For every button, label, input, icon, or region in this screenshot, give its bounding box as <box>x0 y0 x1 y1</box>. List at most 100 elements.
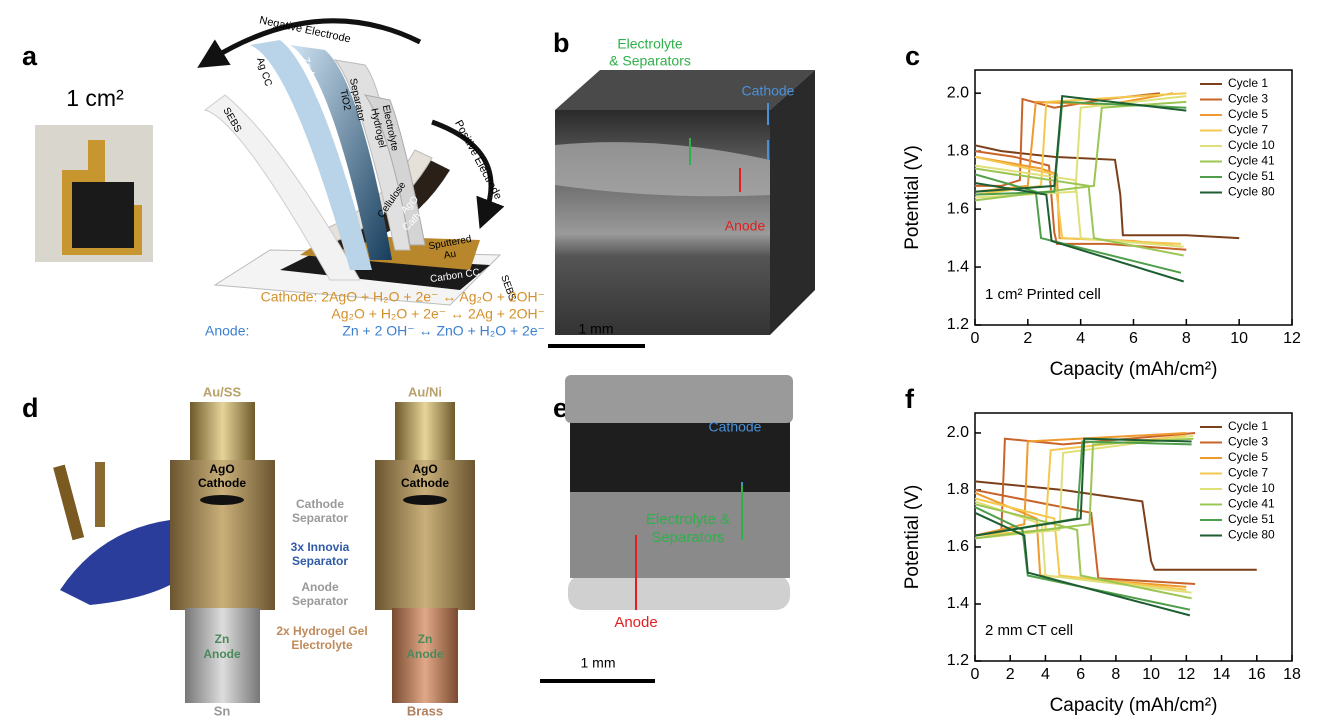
x-tick-label: 4 <box>1041 666 1050 683</box>
y-tick-label: 1.4 <box>947 258 969 275</box>
label: Electrolyte & <box>646 511 730 528</box>
area-label: 1 cm² <box>66 85 124 111</box>
panel-label: d <box>22 393 39 423</box>
block-side <box>770 70 815 335</box>
y-tick-label: 2.0 <box>947 424 969 441</box>
annotation: 2 mm CT cell <box>985 622 1073 639</box>
label: Anode <box>725 218 766 234</box>
label: Au/Ni <box>408 384 442 399</box>
legend-label: Cycle 41 <box>1228 497 1275 511</box>
label: Anode <box>614 614 657 631</box>
label: AgO <box>209 462 234 476</box>
label: 2x Hydrogel Gel <box>276 624 367 638</box>
layer <box>568 575 790 610</box>
legend-label: Cycle 80 <box>1228 528 1275 542</box>
label: Cathode <box>296 497 344 511</box>
label: Separator <box>292 554 348 568</box>
figure: a 1 cm² Negative Electrode Positive Elec… <box>0 0 1326 720</box>
y-tick-label: 2.0 <box>947 84 969 101</box>
x-tick-label: 0 <box>971 666 980 683</box>
disc <box>403 495 447 505</box>
panel-a: a 1 cm² Negative Electrode Positive Elec… <box>22 14 545 338</box>
series-line <box>975 96 1186 247</box>
x-tick-label: 6 <box>1129 330 1138 347</box>
x-tick-label: 12 <box>1177 666 1195 683</box>
x-tick-label: 10 <box>1142 666 1160 683</box>
panel-e: e Cathode Electrolyte & Separators Anode… <box>540 375 793 681</box>
y-tick-label: 1.4 <box>947 595 969 612</box>
y-tick-label: 1.8 <box>947 142 969 159</box>
disc <box>200 495 244 505</box>
x-axis-label: Capacity (mAh/cm²) <box>1050 359 1218 380</box>
legend-label: Cycle 7 <box>1228 123 1268 137</box>
panel-label: c <box>905 41 920 71</box>
y-tick-label: 1.8 <box>947 481 969 498</box>
label: Zn <box>215 632 230 646</box>
equation: Cathode: 2AgO + H₂O + 2e⁻ ↔ Ag₂O + 2OH⁻ <box>261 289 545 305</box>
label: Sn <box>214 703 231 718</box>
x-tick-label: 0 <box>971 330 980 347</box>
series-line <box>975 439 1193 599</box>
x-tick-label: 12 <box>1283 330 1301 347</box>
label: & Separators <box>609 53 691 69</box>
y-tick-label: 1.2 <box>947 316 969 333</box>
label: Electrolyte <box>291 638 353 652</box>
cylinder <box>395 402 455 462</box>
x-axis-label: Capacity (mAh/cm²) <box>1050 695 1218 716</box>
legend-label: Cycle 80 <box>1228 185 1275 199</box>
cell-photo <box>53 465 84 541</box>
y-tick-label: 1.6 <box>947 200 969 217</box>
cell-photo <box>95 462 105 527</box>
label: Separator <box>292 594 348 608</box>
label: Anode <box>406 647 444 661</box>
panel-label: a <box>22 41 38 71</box>
cylinder <box>190 402 255 462</box>
equation: Zn + 2 OH⁻ ↔ ZnO + H₂O + 2e⁻ <box>342 323 545 339</box>
label: 3x Innovia <box>291 540 350 554</box>
equation-label: Anode: <box>205 323 249 339</box>
label: Anode <box>301 580 339 594</box>
legend-label: Cycle 10 <box>1228 138 1275 152</box>
legend-label: Cycle 51 <box>1228 512 1275 526</box>
x-tick-label: 8 <box>1182 330 1191 347</box>
label: Zn <box>418 632 433 646</box>
y-axis-label: Potential (V) <box>902 145 923 250</box>
arrow-label: Positive Electrode <box>452 118 504 201</box>
label: Au/SS <box>203 384 242 399</box>
legend-label: Cycle 7 <box>1228 466 1268 480</box>
annotation: 1 cm² Printed cell <box>985 286 1101 303</box>
legend-label: Cycle 51 <box>1228 169 1275 183</box>
legend-label: Cycle 3 <box>1228 435 1268 449</box>
label: Electrolyte <box>617 36 683 52</box>
x-tick-label: 6 <box>1076 666 1085 683</box>
label: Separator <box>292 511 348 525</box>
label: Anode <box>203 647 241 661</box>
legend-label: Cycle 1 <box>1228 76 1268 90</box>
y-tick-label: 1.2 <box>947 652 969 669</box>
x-tick-label: 8 <box>1111 666 1120 683</box>
lid <box>565 375 793 423</box>
label: Cathode <box>401 476 449 490</box>
series-line <box>975 145 1239 238</box>
layer-label: Au <box>443 249 457 262</box>
label: Cathode <box>742 83 795 99</box>
x-tick-label: 2 <box>1023 330 1032 347</box>
y-tick-label: 1.6 <box>947 538 969 555</box>
series-line <box>975 433 1195 584</box>
x-tick-label: 18 <box>1283 666 1301 683</box>
label: Brass <box>407 703 443 718</box>
label: Separators <box>651 529 724 546</box>
equation: Ag₂O + H₂O + 2e⁻ ↔ 2Ag + 2OH⁻ <box>331 306 545 322</box>
label: Cathode <box>709 419 762 435</box>
label: Cathode <box>198 476 246 490</box>
panel-d: d Au/SS Au/Ni AgO Cathode AgO Cathode Ca… <box>22 384 475 718</box>
scale-label: 1 mm <box>579 321 614 337</box>
legend-label: Cycle 3 <box>1228 92 1268 106</box>
legend-label: Cycle 41 <box>1228 154 1275 168</box>
legend-label: Cycle 1 <box>1228 419 1268 433</box>
x-tick-label: 2 <box>1006 666 1015 683</box>
label: AgO <box>412 462 437 476</box>
panel-label: f <box>905 384 915 414</box>
electrode <box>72 182 134 248</box>
x-tick-label: 16 <box>1248 666 1266 683</box>
